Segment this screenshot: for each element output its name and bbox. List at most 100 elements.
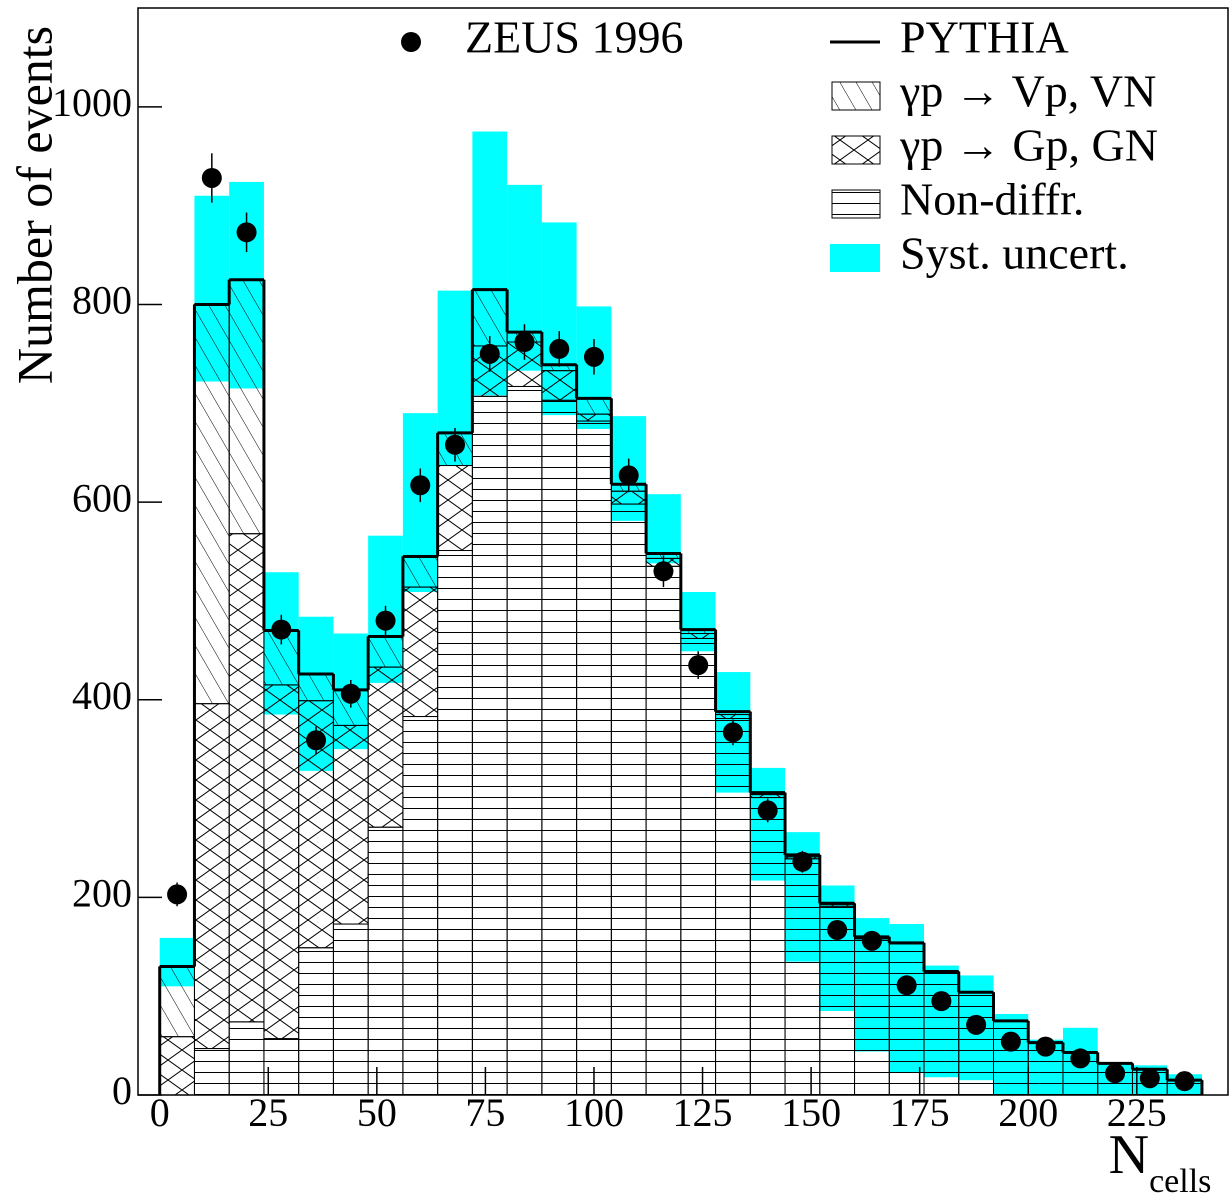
data-point bbox=[410, 475, 431, 496]
data-point bbox=[1070, 1048, 1091, 1069]
y-tick-label: 0 bbox=[112, 1068, 132, 1113]
data-point bbox=[757, 800, 778, 821]
legend-swatch bbox=[830, 244, 880, 272]
stack-segment bbox=[402, 586, 439, 718]
stack-segment bbox=[298, 947, 334, 1096]
stack-segment bbox=[610, 490, 647, 505]
legend-label: γp → Gp, GN bbox=[899, 120, 1158, 171]
stack-segment bbox=[958, 991, 994, 1096]
data-point bbox=[479, 343, 500, 364]
stack-segment bbox=[193, 1048, 230, 1096]
legend-swatch bbox=[831, 81, 881, 111]
stack-segment bbox=[159, 1036, 195, 1096]
data-point bbox=[236, 222, 257, 243]
stack-segment bbox=[402, 555, 439, 588]
stack-segment bbox=[367, 666, 404, 828]
data-point bbox=[792, 851, 813, 872]
data-point bbox=[827, 919, 848, 940]
legend-swatch bbox=[831, 135, 881, 165]
data-point bbox=[514, 332, 535, 353]
data-point bbox=[445, 434, 466, 455]
x-tick-label: 50 bbox=[357, 1090, 397, 1135]
stack-segment bbox=[541, 399, 578, 1096]
stack-segment bbox=[680, 637, 717, 1096]
y-tick-label: 400 bbox=[72, 673, 132, 718]
stack-segment bbox=[332, 724, 369, 925]
legend-swatch bbox=[831, 189, 881, 219]
x-tick-label: 75 bbox=[465, 1090, 505, 1135]
syst-band bbox=[646, 494, 681, 564]
data-point bbox=[375, 610, 396, 631]
stack-segment bbox=[715, 718, 751, 1096]
stack-segment bbox=[437, 550, 473, 1096]
stack-segment bbox=[888, 943, 925, 1096]
plot-frame bbox=[137, 7, 1229, 1096]
stack-segment bbox=[749, 797, 786, 1096]
x-tick-label: 175 bbox=[890, 1090, 950, 1135]
data-point bbox=[861, 930, 882, 951]
stack-segment bbox=[576, 397, 612, 415]
x-axis-label-sub: cells bbox=[1149, 1163, 1211, 1200]
stack-segment bbox=[367, 635, 404, 668]
x-axis-label-main: N bbox=[1109, 1124, 1149, 1186]
data-point bbox=[618, 465, 639, 486]
legend-label: Syst. uncert. bbox=[900, 228, 1129, 279]
legend-label: Non-diffr. bbox=[900, 174, 1084, 225]
stack-segment bbox=[471, 395, 508, 1096]
stack-segment bbox=[263, 684, 300, 1040]
stack-segment bbox=[576, 413, 612, 422]
stack-segment bbox=[680, 633, 717, 639]
data-point bbox=[1139, 1068, 1160, 1089]
stack-segment bbox=[228, 1021, 265, 1096]
data-point bbox=[167, 884, 188, 905]
stack-segment bbox=[610, 503, 647, 1096]
legend-label: γp → Vp, VN bbox=[899, 66, 1156, 117]
y-tick-label: 200 bbox=[72, 871, 132, 916]
x-axis-label: Ncells bbox=[1109, 1124, 1212, 1200]
stack-segment bbox=[367, 826, 404, 1096]
stack-segment bbox=[159, 966, 195, 1038]
stack-segment bbox=[437, 465, 473, 552]
y-tick-label: 1000 bbox=[52, 80, 132, 125]
stack-segment bbox=[541, 370, 578, 401]
legend-label: PYTHIA bbox=[900, 12, 1069, 63]
stack-segment bbox=[576, 420, 612, 1096]
data-point bbox=[549, 338, 570, 359]
legend-marker bbox=[401, 32, 421, 52]
data-point bbox=[722, 722, 743, 743]
stack-segment bbox=[298, 673, 334, 702]
stack-segment bbox=[193, 703, 230, 1050]
data-point bbox=[1035, 1036, 1056, 1057]
y-tick-label: 600 bbox=[72, 475, 132, 520]
stack-segment bbox=[228, 533, 265, 1023]
data-point bbox=[1000, 1031, 1021, 1052]
stack-segment bbox=[715, 714, 751, 720]
data-point bbox=[201, 167, 222, 188]
x-tick-label: 0 bbox=[150, 1090, 170, 1135]
data-point bbox=[1174, 1071, 1195, 1092]
stack-segment bbox=[854, 938, 890, 1096]
stack-segment bbox=[193, 303, 230, 705]
data-point bbox=[688, 655, 709, 676]
x-tick-label: 225 bbox=[1107, 1090, 1167, 1135]
stack-segment bbox=[784, 858, 821, 1096]
y-tick-label: 800 bbox=[72, 278, 132, 323]
legend-label: ZEUS 1996 bbox=[465, 12, 684, 63]
stack-segment bbox=[263, 1038, 300, 1096]
y-axis-label: Number of events bbox=[6, 26, 62, 384]
stack-segment bbox=[645, 565, 682, 1096]
stack-segment bbox=[402, 716, 439, 1096]
data-point bbox=[896, 975, 917, 996]
x-tick-label: 25 bbox=[248, 1090, 288, 1135]
stack-segment bbox=[506, 385, 543, 1096]
x-tick-label: 100 bbox=[564, 1090, 624, 1135]
data-point bbox=[306, 730, 327, 751]
data-point bbox=[931, 991, 952, 1012]
data-point bbox=[340, 683, 361, 704]
stack-segment bbox=[228, 279, 265, 535]
x-tick-label: 200 bbox=[998, 1090, 1058, 1135]
x-tick-label: 125 bbox=[673, 1090, 733, 1135]
stack-segment bbox=[923, 970, 960, 1096]
stack-segment bbox=[332, 923, 369, 1096]
